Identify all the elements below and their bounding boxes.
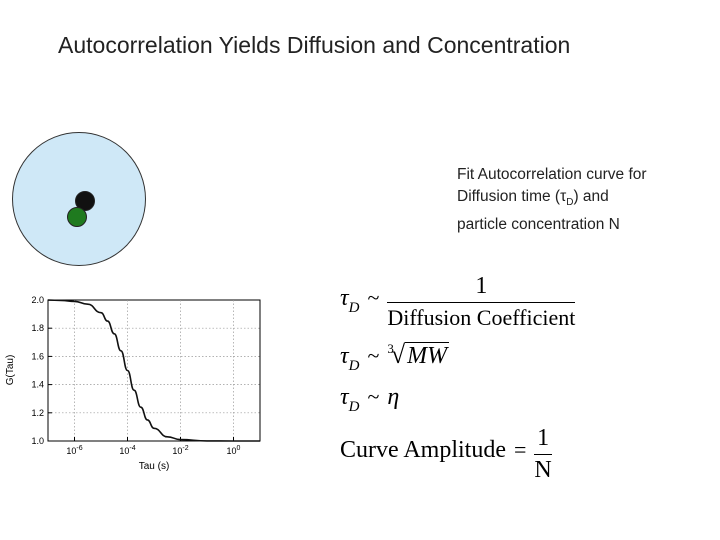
x-tick-label: 10-2 — [172, 445, 188, 456]
radical-sign-icon: √ — [390, 340, 406, 369]
y-axis-label: G(Tau) — [5, 355, 16, 386]
y-tick-label: 1.6 — [31, 351, 44, 361]
x-tick-label: 10-4 — [119, 445, 135, 456]
x-axis-label: Tau (s) — [139, 461, 170, 472]
equation-tau-molecular-weight: τD ~ 3√MW — [340, 340, 450, 374]
green-particle — [67, 207, 87, 227]
tau-symbol: τ — [560, 188, 567, 205]
plot-background — [47, 299, 261, 442]
autocorrelation-curve — [47, 299, 260, 442]
fraction: 1 Diffusion Coefficient — [387, 273, 576, 330]
y-tick-label: 1.4 — [31, 380, 44, 390]
caption-line-1: Fit Autocorrelation curve for — [457, 166, 647, 183]
x-tick-label: 100 — [227, 445, 241, 456]
caption-text: Fit Autocorrelation curve for Diffusion … — [457, 164, 647, 236]
autocorrelation-chart: 10-6 10-4 10-2 100 1.0 1.2 1.4 1.6 1.8 2.0 Tau (… — [5, 295, 261, 472]
fraction: 1 N — [534, 425, 552, 483]
equation-tau-viscosity: τD ~ η — [340, 384, 400, 415]
y-tick-label: 1.8 — [31, 323, 44, 333]
tau-subscript: D — [566, 197, 574, 209]
y-tick-label: 1.0 — [31, 436, 44, 446]
x-tick-label: 10-6 — [66, 445, 82, 456]
y-tick-label: 2.0 — [31, 295, 44, 305]
equation-curve-amplitude: Curve Amplitude = 1 N — [340, 425, 552, 483]
caption-line-3: particle concentration N — [457, 216, 620, 234]
x-axis-ticks: 10-6 10-4 10-2 100 — [66, 437, 241, 456]
equation-tau-diffusion: τD ~ 1 Diffusion Coefficient — [340, 273, 576, 330]
y-axis-ticks: 1.0 1.2 1.4 1.6 1.8 2.0 — [31, 295, 52, 446]
caption-line-2: Diffusion time (τD) and — [457, 188, 609, 209]
plot-area: 10-6 10-4 10-2 100 1.0 1.2 1.4 1.6 1.8 2.0 — [31, 295, 261, 456]
y-tick-label: 1.2 — [31, 408, 44, 418]
slide-title: Autocorrelation Yields Diffusion and Con… — [58, 32, 571, 58]
